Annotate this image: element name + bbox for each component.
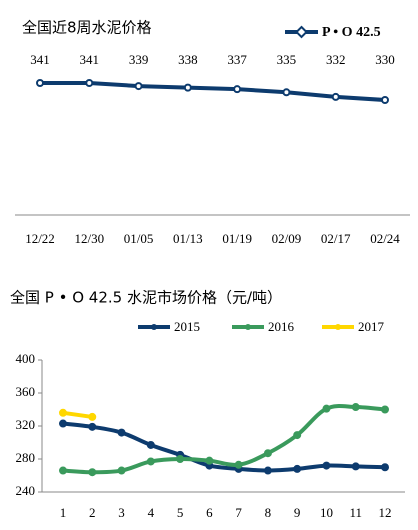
point	[293, 431, 302, 440]
x-tick-label: 02/17	[321, 231, 351, 246]
data-label: 332	[326, 52, 346, 67]
point	[351, 462, 360, 471]
point	[88, 422, 97, 431]
point	[134, 82, 143, 91]
point	[88, 412, 97, 421]
x-tick-label: 11	[349, 505, 362, 520]
point	[146, 440, 155, 449]
x-tick-label: 01/13	[173, 231, 203, 246]
y-tick-label: 360	[16, 384, 36, 399]
point	[234, 460, 243, 469]
x-tick-label: 02/09	[272, 231, 302, 246]
point	[263, 466, 272, 475]
y-tick-label: 240	[16, 483, 36, 498]
point	[36, 79, 44, 87]
x-tick-label: 10	[320, 505, 333, 520]
data-label: 335	[277, 52, 297, 67]
x-tick-label: 1	[60, 505, 67, 520]
point	[183, 83, 192, 92]
y-tick-label: 320	[16, 417, 36, 432]
series-line	[62, 404, 386, 475]
x-tick-label: 02/24	[370, 231, 400, 246]
x-tick-label: 01/19	[222, 231, 252, 246]
legend-marker	[295, 25, 308, 39]
chart-title: 全国 P • O 42.5 水泥市场价格（元/吨）	[10, 289, 282, 307]
point	[59, 466, 67, 475]
point	[176, 455, 185, 463]
point	[381, 96, 389, 104]
data-label: 341	[80, 52, 100, 67]
x-tick-label: 2	[89, 505, 96, 520]
legend-marker	[335, 324, 341, 330]
x-tick-label: 9	[294, 505, 301, 520]
data-label: 341	[30, 52, 50, 67]
legend-label: 2017	[358, 319, 385, 334]
point	[117, 466, 126, 475]
point	[88, 468, 97, 477]
series-line	[62, 410, 93, 419]
chart-title: 全国近8周水泥价格	[22, 19, 152, 37]
series-line	[40, 81, 386, 102]
point	[59, 408, 67, 417]
point	[331, 92, 340, 101]
point	[205, 456, 214, 465]
x-tick-label: 4	[148, 505, 155, 520]
point	[381, 405, 389, 414]
legend-marker	[151, 324, 157, 330]
x-tick-label: 8	[265, 505, 272, 520]
x-tick-label: 12	[379, 505, 392, 520]
x-tick-label: 01/05	[124, 231, 154, 246]
point	[381, 463, 389, 472]
y-tick-label: 280	[16, 450, 36, 465]
point	[59, 419, 67, 428]
y-tick-label: 400	[16, 351, 36, 366]
point	[233, 85, 242, 94]
x-tick-label: 3	[118, 505, 125, 520]
legend-marker	[245, 324, 251, 330]
point	[351, 403, 360, 412]
data-label: 330	[375, 52, 395, 67]
data-label: 339	[129, 52, 149, 67]
point	[85, 79, 94, 87]
point	[282, 88, 291, 97]
data-label: 337	[227, 52, 247, 67]
legend-label: 2016	[268, 319, 295, 334]
x-tick-label: 6	[206, 505, 213, 520]
point	[263, 449, 272, 458]
legend-label: 2015	[174, 319, 200, 334]
legend-label: P • O 42.5	[322, 25, 381, 40]
x-tick-label: 12/30	[74, 231, 104, 246]
point	[322, 404, 331, 413]
point	[322, 461, 331, 470]
point	[293, 464, 302, 473]
point	[146, 457, 155, 466]
point	[117, 428, 126, 437]
data-label: 338	[178, 52, 198, 67]
x-tick-label: 5	[177, 505, 184, 520]
x-tick-label: 7	[235, 505, 242, 520]
x-tick-label: 12/22	[25, 231, 55, 246]
